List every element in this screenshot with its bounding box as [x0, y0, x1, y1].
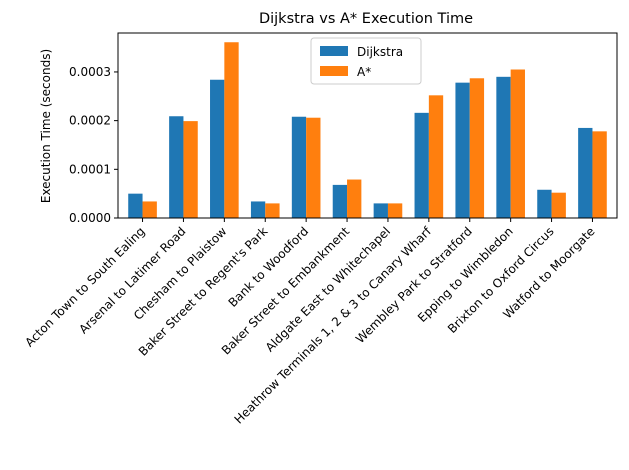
bar-dijkstra-9: [496, 76, 511, 218]
bar-dijkstra-2: [210, 79, 225, 219]
legend: Dijkstra A*: [310, 37, 422, 85]
legend-label-dijkstra: Dijkstra: [357, 45, 403, 59]
bar-astar-5: [347, 179, 362, 218]
legend-swatch-astar: [320, 66, 348, 76]
bar-astar-1: [183, 121, 198, 218]
y-tick-label: 0.0000: [69, 211, 111, 225]
bar-dijkstra-8: [455, 82, 470, 218]
y-tick-label: 0.0002: [69, 114, 111, 128]
y-tick-label: 0.0003: [69, 65, 111, 79]
chart-title: Dijkstra vs A* Execution Time: [259, 11, 473, 27]
legend-swatch-dijkstra: [320, 46, 348, 56]
bar-astar-11: [592, 131, 607, 218]
bar-dijkstra-3: [250, 201, 266, 218]
x-tick-label: Heathrow Terminals 1, 2 & 3 to Canary Wh…: [232, 224, 435, 427]
bar-astar-7: [428, 95, 444, 218]
bar-astar-3: [265, 203, 280, 218]
legend-label-astar: A*: [357, 65, 371, 79]
bar-astar-10: [551, 192, 566, 218]
y-tick-label: 0.0001: [69, 162, 111, 176]
bar-astar-0: [142, 201, 157, 218]
y-axis-ticks: 0.0000 0.0001 0.0002 0.0003: [69, 65, 118, 225]
bar-dijkstra-5: [332, 184, 348, 218]
bar-astar-4: [306, 117, 321, 218]
y-axis-label: Execution Time (seconds): [39, 49, 53, 203]
bar-dijkstra-10: [537, 189, 552, 218]
bar-dijkstra-7: [414, 112, 429, 218]
bar-astar-8: [469, 78, 485, 218]
bar-dijkstra-6: [373, 203, 388, 218]
bar-astar-6: [387, 203, 403, 218]
bar-astar-2: [224, 42, 239, 218]
bars-group: [128, 42, 607, 219]
bar-dijkstra-11: [578, 127, 593, 218]
bar-dijkstra-0: [128, 193, 143, 218]
bar-dijkstra-4: [291, 116, 307, 218]
plot-frame: [117, 32, 618, 219]
bar-dijkstra-1: [169, 116, 184, 218]
bar-astar-9: [510, 69, 525, 218]
